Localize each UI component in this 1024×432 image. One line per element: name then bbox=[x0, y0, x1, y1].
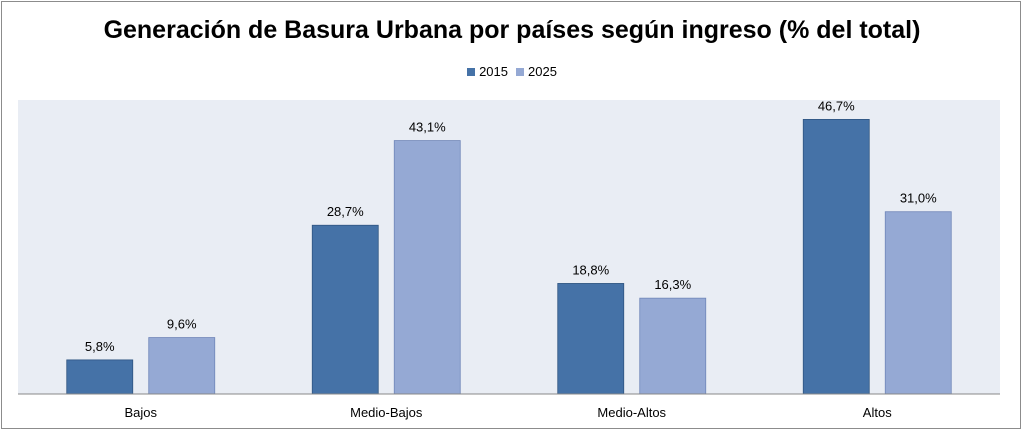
bar-2015-medio-altos bbox=[557, 283, 625, 395]
bar-2025-bajos bbox=[148, 337, 216, 395]
bar-2025-medio-altos bbox=[639, 297, 707, 395]
legend-swatch-2025 bbox=[516, 67, 524, 76]
bar-2015-medio-bajos bbox=[311, 224, 379, 395]
bar-2025-medio-bajos bbox=[393, 140, 461, 395]
chart-legend: 2015 2025 bbox=[2, 64, 1022, 79]
x-tick-label-bajos: Bajos bbox=[124, 405, 157, 420]
data-label-2025-medio-altos: 16,3% bbox=[654, 277, 691, 292]
bar-2015-bajos bbox=[66, 359, 134, 395]
data-label-2025-altos: 31,0% bbox=[900, 191, 937, 206]
data-label-2015-medio-altos: 18,8% bbox=[572, 262, 609, 277]
legend-item-2025: 2025 bbox=[516, 64, 557, 79]
data-label-2015-medio-bajos: 28,7% bbox=[327, 204, 364, 219]
legend-label-2025: 2025 bbox=[528, 64, 557, 79]
bar-2015-altos bbox=[802, 119, 870, 395]
legend-swatch-2015 bbox=[467, 67, 476, 76]
legend-label-2015: 2015 bbox=[479, 64, 508, 79]
chart-title: Generación de Basura Urbana por países s… bbox=[103, 16, 921, 44]
x-tick-label-altos: Altos bbox=[863, 405, 892, 420]
data-label-2025-bajos: 9,6% bbox=[167, 317, 197, 332]
x-tick-label-medio-altos: Medio-Altos bbox=[597, 405, 666, 420]
data-label-2015-bajos: 5,8% bbox=[85, 339, 115, 354]
data-label-2025-medio-bajos: 43,1% bbox=[409, 120, 446, 135]
x-tick-label-medio-bajos: Medio-Bajos bbox=[350, 405, 423, 420]
data-label-2015-altos: 46,7% bbox=[818, 98, 855, 113]
legend-item-2015: 2015 bbox=[467, 64, 508, 79]
bar-2025-altos bbox=[884, 211, 952, 395]
